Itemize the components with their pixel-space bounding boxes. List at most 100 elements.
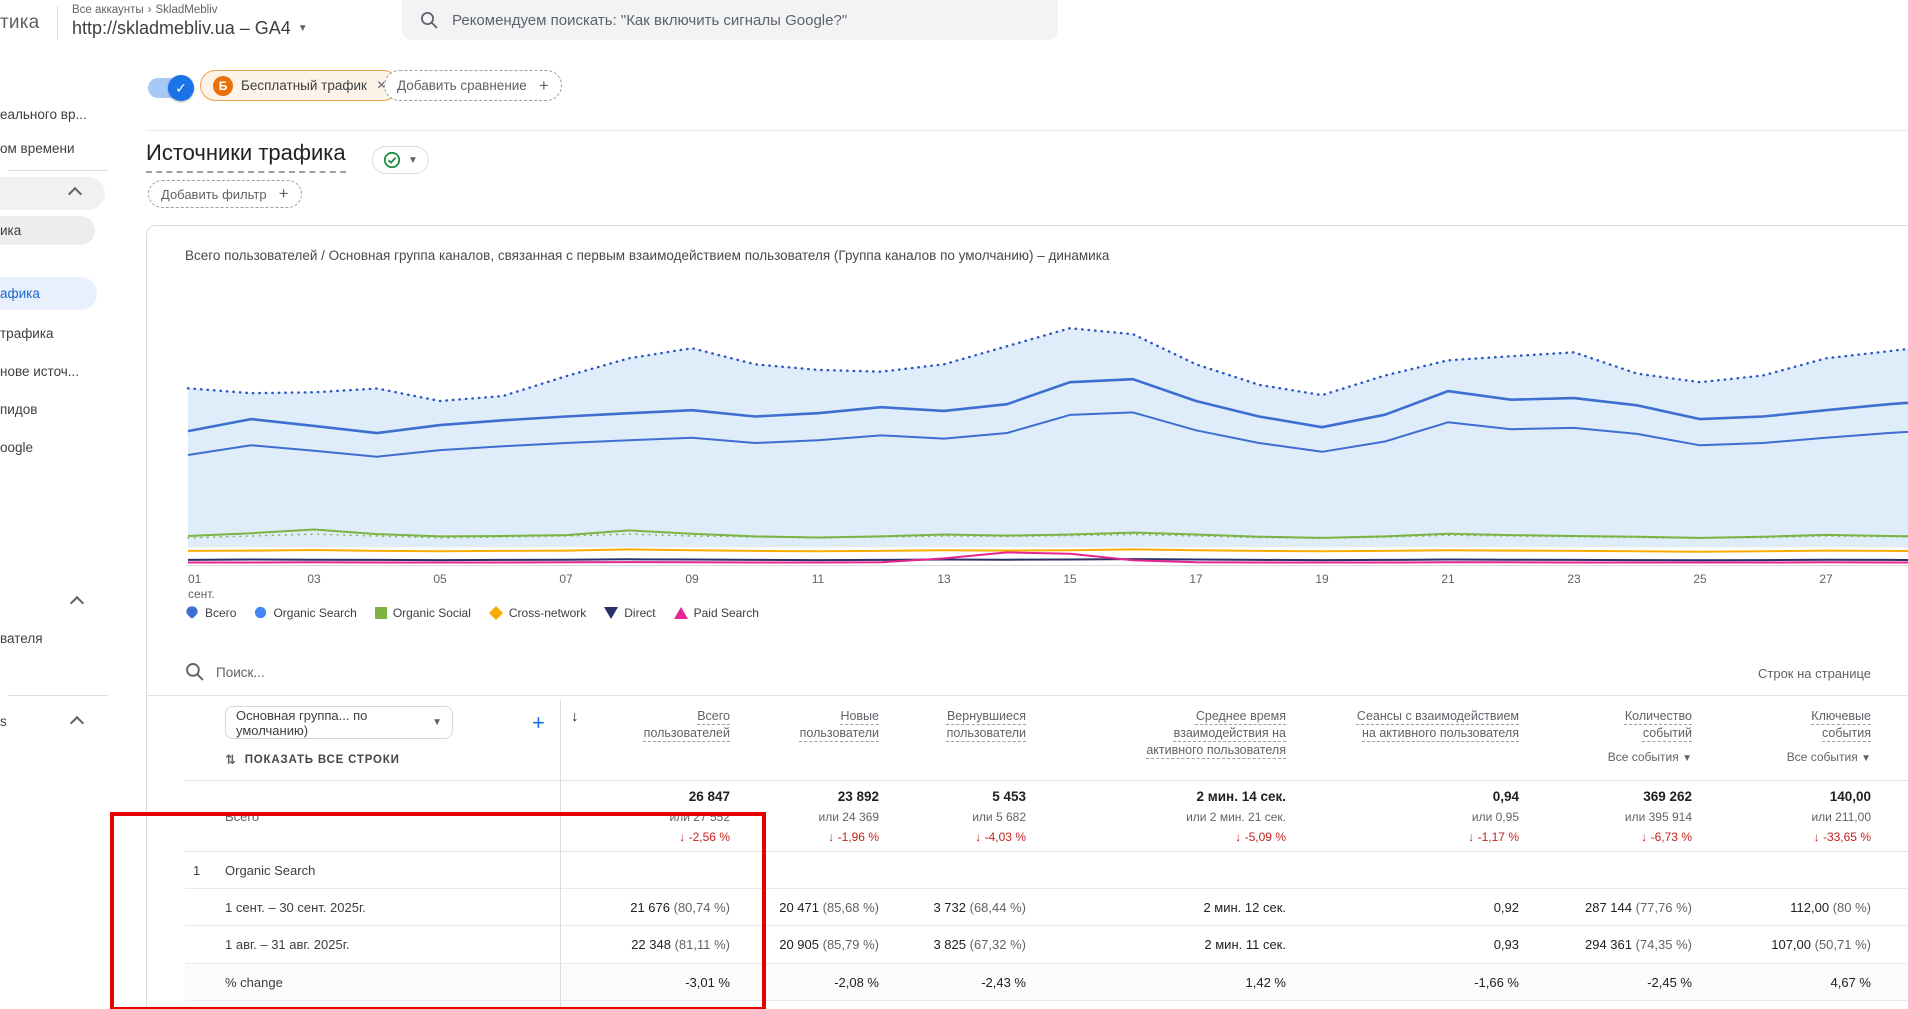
x-tick: 05 — [433, 572, 446, 586]
event-count-filter-dropdown[interactable]: Все события ▼ — [1519, 749, 1692, 767]
col-header-total-users[interactable]: Всего пользователей — [560, 700, 730, 780]
sidebar-item-user-attributes[interactable]: вателя — [0, 631, 43, 646]
add-filter-button[interactable]: Добавить фильтр + — [148, 180, 302, 208]
add-comparison-button[interactable]: Добавить сравнение + — [384, 70, 562, 101]
legend-item-cross-network[interactable]: Cross-network — [489, 606, 586, 620]
chevron-down-icon: ▼ — [1682, 753, 1692, 764]
table-search-divider — [147, 695, 1908, 696]
content-top-divider — [146, 130, 1908, 131]
show-all-rows-label: ПОКАЗАТЬ ВСЕ СТРОКИ — [245, 754, 400, 766]
totals-event-count: 369 262 или 395 914 ↓ -6,73 % — [1519, 781, 1692, 852]
x-axis-line — [185, 565, 1908, 566]
sidebar-item-realtime[interactable]: ом времени — [0, 141, 75, 156]
totals-new-users: 23 892 или 24 369 ↓ -1,96 % — [730, 781, 879, 852]
comparison-toggle[interactable]: ✓ — [148, 78, 192, 98]
col-header-returning-users[interactable]: Вернувшиеся пользователи — [879, 700, 1026, 780]
legend-label: Cross-network — [509, 606, 586, 620]
sidebar-item-leads[interactable]: пидов — [0, 402, 37, 417]
sidebar-item-source[interactable]: нове источ... — [0, 364, 79, 379]
table-row[interactable]: 1 авг. – 31 авг. 2025г. 22 348 (81,11 %)… — [185, 926, 1908, 964]
date-range-label: 1 авг. – 31 авг. 2025г. — [185, 926, 560, 964]
col-header-event-count[interactable]: Количество событий Все события ▼ — [1519, 700, 1692, 780]
legend-label: Paid Search — [694, 606, 759, 620]
chevron-up-icon[interactable] — [70, 596, 84, 610]
breadcrumb-root[interactable]: Все аккаунты — [72, 4, 144, 16]
x-tick: 19 — [1315, 572, 1328, 586]
sidebar-item-user-acquisition[interactable]: трафика — [0, 326, 54, 341]
table-row[interactable]: 1 сент. – 30 сент. 2025г. 21 676 (80,74 … — [185, 889, 1908, 926]
totals-avg-engagement-time: 2 мин. 14 сек. или 2 мин. 21 сек. ↓ -5,0… — [1026, 781, 1286, 852]
x-tick: 17 — [1189, 572, 1202, 586]
dimension-dropdown[interactable]: Основная группа... по умолчанию) ▼ — [225, 706, 453, 739]
cell-engaged-sessions-change: -1,66 % — [1286, 964, 1519, 1001]
check-circle-icon — [383, 151, 401, 169]
col-header-key-events[interactable]: Ключевые события Все события ▼ — [1692, 700, 1871, 780]
legend-label: Organic Social — [393, 606, 471, 620]
chevron-down-icon: ▼ — [298, 23, 308, 34]
dimension-header-cell: Основная группа... по умолчанию) ▼ + ⇅ П… — [185, 700, 560, 780]
toggle-thumb-check-icon: ✓ — [168, 75, 194, 101]
x-tick: 11 — [812, 572, 824, 586]
property-name[interactable]: http://skladmebliv.ua – GA4 — [72, 18, 291, 39]
property-selector[interactable]: http://skladmebliv.ua – GA4 ▼ — [72, 18, 308, 39]
chevron-up-icon[interactable] — [68, 186, 82, 200]
sidebar-item-search-console[interactable]: s — [0, 714, 7, 729]
cell-new-users: 20 471 (85,68 %) — [730, 889, 879, 926]
report-status-pill[interactable]: ▼ — [372, 146, 429, 174]
legend-item-direct[interactable]: Direct — [604, 606, 655, 620]
diamond-marker-icon — [489, 606, 503, 620]
chart-series-line — [188, 559, 1908, 560]
traffic-trend-line-chart[interactable] — [185, 284, 1908, 565]
sidebar-item-traffic-acquisition-active[interactable]: афика — [0, 277, 97, 310]
triangle-down-marker-icon — [604, 607, 618, 619]
table-row[interactable]: 1 Organic Search — [185, 852, 1908, 889]
legend-label: Всего — [205, 606, 236, 620]
legend-label: Organic Search — [273, 606, 356, 620]
legend-item-organic-search[interactable]: Organic Search — [254, 606, 356, 620]
cell-total-users: 22 348 (81,11 %) — [560, 926, 730, 964]
x-tick: 13 — [937, 572, 950, 586]
totals-total-users: 26 847 или 27 552 ↓ -2,56 % — [560, 781, 730, 852]
x-tick: 21 — [1441, 572, 1454, 586]
add-dimension-button[interactable]: + — [532, 710, 545, 736]
cell-key-events: 112,00 (80 %) — [1692, 889, 1871, 926]
unfold-icon: ⇅ — [225, 752, 237, 768]
breadcrumb-account[interactable]: SkladMebliv — [155, 4, 217, 16]
comparison-badge: Б — [213, 76, 233, 96]
square-marker-icon — [375, 607, 387, 619]
key-events-filter-dropdown[interactable]: Все события ▼ — [1692, 749, 1871, 767]
page-title[interactable]: Источники трафика — [146, 140, 346, 173]
table-row-percent-change[interactable]: % change -3,01 % -2,08 % -2,43 % 1,42 % … — [185, 964, 1908, 1001]
chart-legend: Всего Organic Search Organic Social Cros… — [185, 605, 759, 620]
search-icon — [420, 11, 438, 29]
plus-icon: + — [279, 184, 289, 204]
table-totals-row: Всего 26 847 или 27 552 ↓ -2,56 % 23 892… — [185, 781, 1908, 852]
legend-item-paid-search[interactable]: Paid Search — [674, 606, 759, 620]
legend-item-organic-social[interactable]: Organic Social — [375, 606, 471, 620]
sidebar-group-header[interactable] — [0, 177, 105, 210]
sidebar-item-google[interactable]: oogle — [0, 440, 33, 455]
x-tick: 09 — [685, 572, 698, 586]
global-search-input[interactable]: Рекомендуем поискать: "Как включить сигн… — [402, 0, 1058, 40]
chevron-up-icon[interactable] — [70, 716, 84, 730]
cell-event-count: 294 361 (74,35 %) — [1519, 926, 1692, 964]
circle-marker-icon — [254, 606, 267, 619]
legend-item-total[interactable]: Всего — [185, 605, 236, 620]
comparison-chip-free-traffic[interactable]: Б Бесплатный трафик × — [200, 70, 399, 101]
percent-change-label: % change — [185, 964, 560, 1001]
col-header-new-users[interactable]: Новые пользователи — [730, 700, 879, 780]
breadcrumb[interactable]: Все аккаунты › SkladMebliv — [72, 4, 217, 16]
cell-event-count-change: -2,45 % — [1519, 964, 1692, 1001]
col-header-engaged-sessions[interactable]: Сеансы с взаимодействием на активного по… — [1286, 700, 1519, 780]
x-tick: 15 — [1063, 572, 1076, 586]
sort-descending-icon[interactable]: ↓ — [571, 708, 579, 725]
col-header-avg-engagement-time[interactable]: Среднее время взаимодействия на активног… — [1026, 700, 1286, 780]
totals-returning-users: 5 453 или 5 682 ↓ -4,03 % — [879, 781, 1026, 852]
sidebar-item-group[interactable]: ика — [0, 216, 95, 245]
show-all-rows-button[interactable]: ⇅ ПОКАЗАТЬ ВСЕ СТРОКИ — [225, 752, 400, 768]
cell-key-events: 107,00 (50,71 %) — [1692, 926, 1871, 964]
sidebar-item-realtime-overview[interactable]: еального вр... — [0, 107, 87, 122]
cell-new-users-change: -2,08 % — [730, 964, 879, 1001]
cell-engaged-sessions: 0,92 — [1286, 889, 1519, 926]
table-search-input[interactable]: Поиск... — [216, 665, 265, 680]
